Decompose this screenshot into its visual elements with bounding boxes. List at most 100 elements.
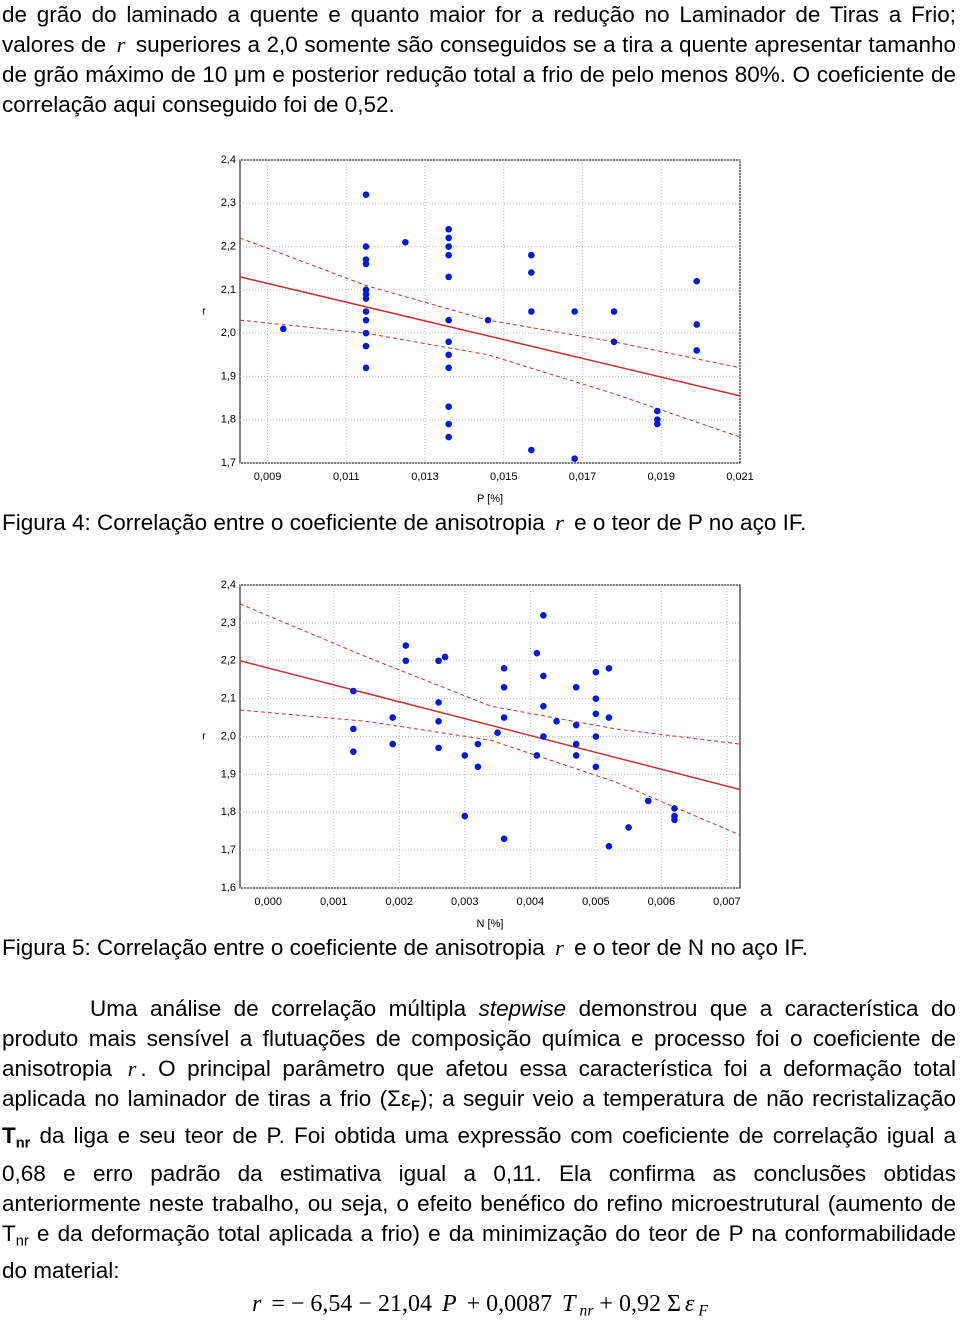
y-tick-label: 1,6 — [221, 882, 236, 894]
text-run: nr — [15, 1233, 29, 1250]
data-point — [350, 725, 357, 733]
chart: 2,4 2,3 2,2 2,1 2,0 1,9 1,8 1,7 0,009 0,011 0,013 0… — [202, 154, 754, 505]
data-point — [362, 364, 370, 372]
data-point — [605, 714, 613, 721]
data-point — [402, 642, 410, 649]
data-point — [592, 668, 600, 676]
y-tick-label: 2,3 — [221, 617, 236, 629]
data-point — [540, 733, 547, 740]
data-point — [362, 260, 370, 268]
text-run: + 0,92 Σ — [593, 1291, 681, 1317]
data-point — [402, 238, 409, 246]
x-axis-label: P [%] — [477, 493, 503, 505]
data-point — [644, 797, 652, 805]
data-point — [362, 191, 370, 198]
data-point — [605, 665, 613, 672]
text-run: stepwise — [478, 996, 567, 1021]
y-tick-label: 1,9 — [221, 370, 236, 382]
data-point — [572, 683, 580, 691]
data-point — [362, 342, 370, 350]
y-tick-label: 1,9 — [221, 768, 236, 780]
data-point — [445, 433, 452, 441]
figure-caption: Figura 5: Correlação entre o coeficiente… — [2, 935, 808, 961]
data-point — [572, 721, 580, 729]
text-run: r — [555, 935, 564, 960]
text-run: Uma análise de correlação múltipla — [90, 996, 479, 1021]
data-point — [445, 364, 452, 372]
data-point — [280, 325, 287, 333]
text-run: . O principal parâmetro que afetou essa … — [2, 1056, 956, 1111]
text-run: r — [252, 1291, 262, 1317]
data-point — [528, 269, 535, 276]
text-run: e da deformação total aplicada a frio) e… — [2, 1220, 956, 1284]
data-point — [610, 308, 618, 315]
confidence-band — [239, 709, 741, 836]
body-paragraph: Uma análise de correlação múltipla stepw… — [2, 994, 956, 1286]
data-point — [500, 665, 508, 672]
data-point — [445, 420, 452, 428]
data-point — [435, 744, 442, 752]
data-point — [445, 351, 452, 359]
y-tick-label: 1,7 — [221, 844, 236, 856]
text-run: r — [127, 1056, 137, 1081]
text-run: e o teor de N no aço IF. — [567, 935, 808, 960]
data-point — [528, 446, 535, 454]
data-point — [445, 243, 452, 250]
data-point — [362, 308, 370, 315]
y-tick-label: 2,1 — [221, 284, 236, 296]
data-point — [610, 338, 618, 346]
x-tick-label: 0,000 — [254, 896, 282, 908]
y-tick-label: 2,2 — [221, 240, 236, 252]
data-point — [461, 752, 469, 759]
data-point — [693, 321, 700, 328]
text-run: r — [555, 510, 564, 535]
y-tick-label: 1,7 — [221, 457, 236, 469]
y-tick-label: 2,4 — [221, 579, 236, 591]
data-point — [625, 824, 632, 831]
data-point — [350, 748, 357, 755]
data-point — [441, 653, 449, 661]
data-point — [533, 752, 541, 759]
x-tick-label: 0,001 — [320, 896, 348, 908]
data-point — [572, 740, 580, 748]
data-point — [693, 277, 700, 285]
data-point — [445, 251, 452, 259]
data-point — [474, 763, 482, 771]
y-tick-label: 2,3 — [221, 197, 236, 209]
data-point — [362, 329, 370, 337]
data-point — [671, 805, 678, 812]
data-point — [435, 699, 442, 706]
data-point — [671, 816, 678, 824]
data-point — [592, 733, 600, 740]
data-point — [435, 657, 442, 665]
text-run: nr — [15, 1135, 31, 1152]
data-point — [350, 687, 357, 695]
plot-frame — [239, 159, 741, 464]
data-point — [592, 710, 600, 718]
data-point — [540, 612, 547, 619]
y-tick-label: 2,0 — [221, 730, 236, 742]
y-tick-label: 1,8 — [221, 806, 236, 818]
data-point — [445, 338, 452, 346]
confidence-band — [239, 603, 741, 745]
data-point — [654, 407, 661, 415]
text-run: da liga e seu teor de P. Foi obtida uma … — [2, 1123, 956, 1246]
text-run: ); a seguir veio a temperatura de não re… — [419, 1086, 956, 1111]
data-point — [461, 812, 469, 820]
data-point — [592, 763, 600, 771]
x-tick-label: 0,006 — [648, 896, 676, 908]
data-point — [389, 740, 396, 748]
x-tick-label: 0,015 — [490, 471, 518, 483]
regression-line — [239, 276, 741, 397]
y-axis-label: r — [202, 730, 206, 742]
text-run: μm — [234, 62, 266, 87]
x-tick-label: 0,013 — [411, 471, 439, 483]
text-run: = − 6,54 − 21,04 — [265, 1291, 438, 1317]
x-tick-label: 0,004 — [517, 896, 545, 908]
data-point — [605, 843, 613, 850]
data-point — [494, 729, 501, 737]
data-point — [500, 835, 508, 843]
x-tick-label: 0,019 — [647, 471, 675, 483]
text-run: superiores a 2,0 somente são conseguidos… — [2, 32, 956, 87]
text-run: r — [116, 32, 126, 57]
